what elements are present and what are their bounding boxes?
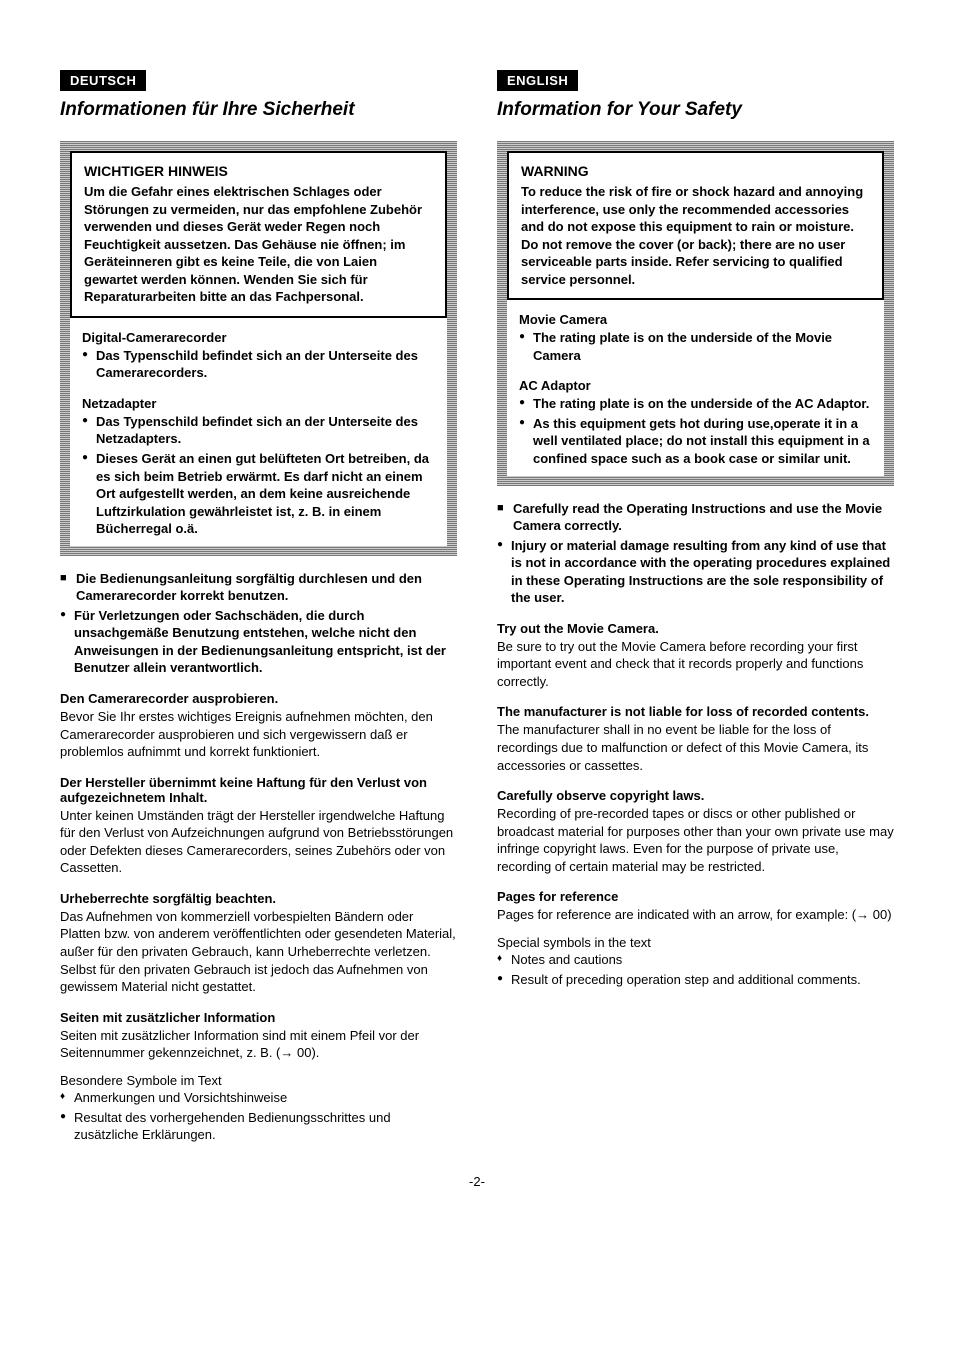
section-head: Netzadapter: [82, 396, 435, 411]
bullet-item: Injury or material damage resulting from…: [497, 537, 894, 607]
warning-head-en: WARNING: [521, 163, 870, 179]
diamond-bullet: Anmerkungen und Vorsichtshinweise: [60, 1089, 457, 1107]
diamond-bullet: Notes and cautions: [497, 951, 894, 969]
warning-body-en: To reduce the risk of fire or shock haza…: [521, 183, 870, 288]
para-body: Be sure to try out the Movie Camera befo…: [497, 638, 894, 691]
para-head: Pages for reference: [497, 889, 894, 904]
title-en: Information for Your Safety: [497, 99, 894, 121]
paragraph-block: Pages for reference Pages for reference …: [497, 889, 894, 924]
bullet-item: The rating plate is on the underside of …: [519, 329, 872, 364]
para-body: Pages for reference are indicated with a…: [497, 906, 894, 924]
para-head: Urheberrechte sorgfältig beachten.: [60, 891, 457, 906]
shaded-block-en: WARNING To reduce the risk of fire or sh…: [497, 141, 894, 486]
para-head: Den Camerarecorder ausprobieren.: [60, 691, 457, 706]
column-german: DEUTSCH Informationen für Ihre Sicherhei…: [60, 70, 457, 1144]
bullet-list: Result of preceding operation step and a…: [497, 971, 894, 989]
bullet-item: As this equipment gets hot during use,op…: [519, 415, 872, 468]
bullet-item: Für Verletzungen oder Sachschäden, die d…: [60, 607, 457, 677]
paragraph-block: Den Camerarecorder ausprobieren. Bevor S…: [60, 691, 457, 761]
title-de: Informationen für Ihre Sicherheit: [60, 99, 457, 121]
para-body: Das Aufnehmen von kommerziell vorbespiel…: [60, 908, 457, 996]
square-bullet: Die Bedienungsanleitung sorgfältig durch…: [60, 570, 457, 605]
bullet-list: The rating plate is on the underside of …: [519, 395, 872, 467]
bullet-item: Das Typenschild befindet sich an der Unt…: [82, 347, 435, 382]
warning-box-en: WARNING To reduce the risk of fire or sh…: [507, 151, 884, 300]
paragraph-block: Try out the Movie Camera. Be sure to try…: [497, 621, 894, 691]
paragraph-block: Carefully observe copyright laws. Record…: [497, 788, 894, 875]
paragraph-block: Urheberrechte sorgfältig beachten. Das A…: [60, 891, 457, 996]
lang-tag-en: ENGLISH: [497, 70, 578, 91]
para-head: Carefully observe copyright laws.: [497, 788, 894, 803]
bullet-list: The rating plate is on the underside of …: [519, 329, 872, 364]
bullet-item: The rating plate is on the underside of …: [519, 395, 872, 413]
warning-body-de: Um die Gefahr eines elektrischen Schlage…: [84, 183, 433, 306]
bullet-item: Resultat des vorhergehenden Bedienungssc…: [60, 1109, 457, 1144]
para-head: The manufacturer is not liable for loss …: [497, 704, 894, 719]
warning-head-de: WICHTIGER HINWEIS: [84, 163, 433, 179]
document-columns: DEUTSCH Informationen für Ihre Sicherhei…: [60, 70, 894, 1144]
paragraph-block: Seiten mit zusätzlicher Information Seit…: [60, 1010, 457, 1062]
warning-box-de: WICHTIGER HINWEIS Um die Gefahr eines el…: [70, 151, 447, 318]
para-head: Seiten mit zusätzlicher Information: [60, 1010, 457, 1025]
bullet-list: Das Typenschild befindet sich an der Unt…: [82, 413, 435, 538]
symbols-head: Special symbols in the text: [497, 934, 894, 952]
para-head: Try out the Movie Camera.: [497, 621, 894, 636]
square-bullet: Carefully read the Operating Instruction…: [497, 500, 894, 535]
column-english: ENGLISH Information for Your Safety WARN…: [497, 70, 894, 1144]
bullet-list: Resultat des vorhergehenden Bedienungssc…: [60, 1109, 457, 1144]
bullet-list: Injury or material damage resulting from…: [497, 537, 894, 607]
section-head: Movie Camera: [519, 312, 872, 327]
shaded-block-de: WICHTIGER HINWEIS Um die Gefahr eines el…: [60, 141, 457, 556]
paragraph-block: Der Hersteller übernimmt keine Haftung f…: [60, 775, 457, 877]
para-body: Bevor Sie Ihr erstes wichtiges Ereignis …: [60, 708, 457, 761]
bullet-list: Das Typenschild befindet sich an der Unt…: [82, 347, 435, 382]
para-body: Recording of pre-recorded tapes or discs…: [497, 805, 894, 875]
symbols-head: Besondere Symbole im Text: [60, 1072, 457, 1090]
bullet-item: Dieses Gerät an einen gut belüfteten Ort…: [82, 450, 435, 538]
bullet-item: Result of preceding operation step and a…: [497, 971, 894, 989]
para-body: The manufacturer shall in no event be li…: [497, 721, 894, 774]
para-body: Seiten mit zusätzlicher Information sind…: [60, 1027, 457, 1062]
lang-tag-de: DEUTSCH: [60, 70, 146, 91]
page-number: -2-: [60, 1174, 894, 1189]
paragraph-block: The manufacturer is not liable for loss …: [497, 704, 894, 774]
bullet-item: Das Typenschild befindet sich an der Unt…: [82, 413, 435, 448]
para-head: Der Hersteller übernimmt keine Haftung f…: [60, 775, 457, 805]
bullet-list: Für Verletzungen oder Sachschäden, die d…: [60, 607, 457, 677]
section-head: Digital-Camerarecorder: [82, 330, 435, 345]
section-head: AC Adaptor: [519, 378, 872, 393]
para-body: Unter keinen Umständen trägt der Herstel…: [60, 807, 457, 877]
